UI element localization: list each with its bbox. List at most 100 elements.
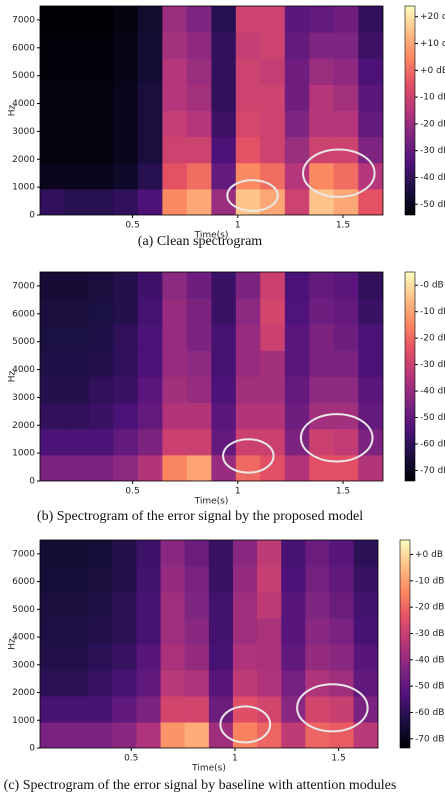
spectrogram-cell <box>136 592 162 619</box>
spectrogram-cell <box>353 592 378 619</box>
spectrogram-cell <box>136 618 162 645</box>
spectrogram-cell <box>329 644 355 671</box>
spectrogram-cell <box>112 696 138 723</box>
spectrogram-cell <box>211 58 237 85</box>
spectrogram-cell <box>211 272 237 299</box>
spectrogram-cell <box>281 644 307 671</box>
spectrogram-cell <box>136 696 162 723</box>
spectrogram-cell <box>40 324 66 351</box>
spectrogram-cell <box>353 566 378 593</box>
spectrogram-cell <box>235 454 261 481</box>
spectrogram-cell <box>40 592 65 619</box>
spectrogram-cell <box>186 110 212 138</box>
spectrogram-cell <box>186 350 212 377</box>
spectrogram-cell <box>88 670 113 697</box>
spectrogram-cell <box>186 402 212 430</box>
spectrogram-cell <box>232 566 258 593</box>
spectrogram-cell <box>260 402 286 430</box>
colorbar-tick-label: -10 dB <box>420 307 445 317</box>
spectrogram-cell <box>88 58 115 85</box>
spectrogram-cell <box>184 722 210 748</box>
spectrogram-cell <box>353 540 378 567</box>
spectrogram-cell <box>113 376 139 404</box>
spectrogram-cell <box>184 540 210 567</box>
spectrogram-cell <box>64 32 90 59</box>
spectrogram-cell <box>333 32 359 59</box>
spectrogram-cell <box>333 84 359 111</box>
spectrogram-cell <box>113 454 139 481</box>
spectrogram-cell <box>136 540 162 567</box>
spectrogram-cell <box>358 402 383 430</box>
spectrogram-cell <box>309 350 335 377</box>
spectrogram-cell <box>284 298 310 325</box>
x-tick-label: 0.5 <box>125 221 139 231</box>
spectrogram-cell <box>305 670 331 697</box>
x-axis-label: Time(s) <box>194 497 229 507</box>
spectrogram-cell <box>333 272 359 299</box>
spectrogram-cell <box>137 136 164 164</box>
colorbar-tick-label: -30 dB <box>420 360 445 370</box>
colorbar-tick-label: +20 dB <box>420 12 445 22</box>
spectrogram-cell <box>232 540 258 567</box>
y-tick-label: 7000 <box>12 15 35 25</box>
y-tick-label: 6000 <box>12 577 35 587</box>
spectrogram-cell <box>284 32 310 59</box>
y-tick-label: 0 <box>29 211 35 221</box>
spectrogram-cell <box>358 298 383 325</box>
spectrogram-cell <box>257 644 282 671</box>
highlight-ellipse <box>222 438 275 474</box>
spectrogram-cell <box>113 188 139 215</box>
spectrogram-cell <box>232 618 258 645</box>
spectrogram-cell <box>211 162 237 190</box>
spectrogram-cell <box>284 162 310 190</box>
y-axis-label: Hz <box>8 638 18 650</box>
spectrogram-cell <box>137 324 164 351</box>
spectrogram-cell <box>64 454 90 481</box>
colorbar-tick-label: -20 dB <box>420 334 445 344</box>
spectrogram-cell <box>88 592 113 619</box>
y-tick-label: 6000 <box>12 43 35 53</box>
spectrogram-cell <box>64 566 89 593</box>
spectrogram-cell <box>235 376 261 404</box>
spectrogram-cell <box>329 618 355 645</box>
y-axis-label: Hz <box>8 370 18 382</box>
spectrogram-cell <box>113 110 139 138</box>
highlight-ellipse <box>296 683 369 733</box>
y-tick-label: 3000 <box>12 660 35 670</box>
spectrogram-cell <box>64 110 90 138</box>
colorbar-tick-label: -30 dB <box>420 146 445 156</box>
spectrogram-cell <box>137 272 164 299</box>
spectrogram-cell <box>305 696 331 723</box>
spectrogram-cell <box>232 644 258 671</box>
spectrogram-cell <box>40 136 66 164</box>
spectrogram-cell <box>358 58 383 85</box>
spectrogram-cell <box>40 644 65 671</box>
spectrogram-cell <box>137 58 164 85</box>
spectrogram-cell <box>305 566 331 593</box>
spectrogram-cell <box>88 722 113 748</box>
spectrogram-cell <box>358 324 383 351</box>
spectrogram-cell <box>137 32 164 59</box>
spectrogram-cell <box>309 110 335 138</box>
spectrogram-cell <box>284 136 310 164</box>
spectrogram-cell <box>184 618 210 645</box>
spectrogram-cell <box>333 376 359 404</box>
colorbar-tick-label: -70 dB <box>415 734 444 744</box>
plot-area <box>40 6 383 215</box>
spectrogram-cell <box>137 6 164 33</box>
spectrogram-cell <box>333 110 359 138</box>
spectrogram-cell <box>40 110 66 138</box>
spectrogram-cell <box>232 592 258 619</box>
spectrogram-cell <box>333 350 359 377</box>
spectrogram-cell <box>137 376 164 404</box>
colorbar-tick-label: -50 dB <box>420 413 445 423</box>
spectrogram-cell <box>333 188 359 215</box>
spectrogram-cell <box>333 298 359 325</box>
spectrogram-cell <box>186 162 212 190</box>
y-tick-label: 5000 <box>12 337 35 347</box>
spectrogram-cell <box>162 454 188 481</box>
spectrogram-cell <box>235 162 261 190</box>
spectrogram-cell <box>235 84 261 111</box>
spectrogram-cell <box>208 618 234 645</box>
x-tick-label: 1 <box>232 754 238 764</box>
